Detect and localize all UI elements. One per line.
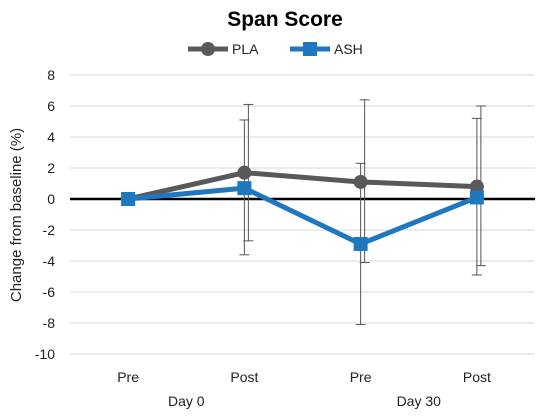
legend-marker-ash: [303, 42, 317, 56]
y-tick-label: 2: [47, 160, 55, 176]
x-tick-label: Post: [463, 369, 491, 385]
data-point-pla: [353, 174, 368, 189]
data-point-ash: [237, 181, 252, 196]
series-line-ash: [127, 185, 478, 247]
legend-label-pla: PLA: [232, 41, 259, 57]
data-point-pla: [469, 179, 484, 194]
data-point-ash: [121, 192, 136, 206]
y-tick-label: -6: [43, 284, 56, 300]
y-axis-label: Change from baseline (%): [8, 128, 25, 302]
y-tick-label: 8: [47, 67, 55, 83]
y-tick-label: 0: [47, 191, 55, 207]
error-bars: [239, 99, 486, 326]
data-point-pla: [237, 165, 252, 180]
series-markers: [121, 165, 484, 251]
y-tick-label: -8: [43, 315, 56, 331]
x-axis-groups: Day 0 Day 30: [168, 393, 441, 409]
x-tick-label: Post: [230, 369, 258, 385]
legend: PLA ASH: [188, 41, 363, 57]
legend-marker-pla: [201, 42, 215, 56]
data-point-ash: [469, 190, 484, 205]
chart-title: Span Score: [227, 8, 343, 31]
y-tick-label: -2: [43, 222, 56, 238]
x-group-label: Day 30: [397, 393, 442, 409]
series-lines: [127, 170, 478, 247]
x-group-label: Day 0: [168, 393, 205, 409]
y-axis-ticks: -10 -8 -6 -4 -2 0 2 4 6 8: [35, 67, 55, 362]
y-tick-label: -10: [35, 346, 55, 362]
y-tick-label: 6: [47, 98, 55, 114]
x-tick-label: Pre: [350, 369, 372, 385]
legend-label-ash: ASH: [334, 41, 363, 57]
x-tick-label: Pre: [117, 369, 139, 385]
data-point-ash: [353, 236, 368, 251]
gridlines: [70, 74, 535, 355]
series-line-pla: [127, 170, 477, 202]
y-tick-label: 4: [47, 129, 55, 145]
y-tick-label: -4: [43, 253, 56, 269]
x-axis-ticks: Pre Post Pre Post: [117, 369, 491, 385]
